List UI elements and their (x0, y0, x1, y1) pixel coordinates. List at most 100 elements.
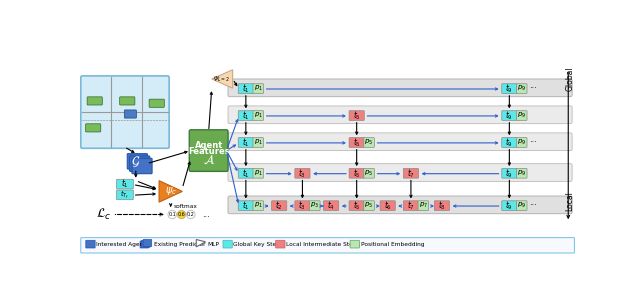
Polygon shape (212, 70, 233, 88)
Text: $t_1$: $t_1$ (121, 178, 129, 190)
Text: $t_1$: $t_1$ (242, 199, 250, 212)
FancyBboxPatch shape (253, 111, 264, 120)
Text: $p_5$: $p_5$ (365, 138, 374, 147)
Text: ···: ··· (529, 201, 538, 210)
FancyBboxPatch shape (349, 168, 364, 178)
FancyBboxPatch shape (149, 99, 164, 107)
FancyBboxPatch shape (364, 168, 374, 178)
FancyBboxPatch shape (228, 133, 572, 151)
FancyBboxPatch shape (516, 111, 527, 120)
FancyBboxPatch shape (253, 168, 264, 178)
FancyBboxPatch shape (516, 138, 527, 147)
FancyBboxPatch shape (310, 201, 320, 210)
FancyBboxPatch shape (418, 201, 429, 210)
Text: $t_4$: $t_4$ (327, 199, 335, 212)
FancyBboxPatch shape (228, 164, 572, 181)
FancyBboxPatch shape (238, 84, 253, 94)
FancyBboxPatch shape (81, 238, 575, 253)
FancyBboxPatch shape (238, 138, 253, 147)
Text: $p_3$: $p_3$ (310, 201, 319, 210)
FancyBboxPatch shape (253, 84, 264, 94)
FancyBboxPatch shape (502, 168, 517, 178)
Text: $\mathcal{A}$: $\mathcal{A}$ (203, 154, 215, 167)
FancyBboxPatch shape (87, 97, 102, 105)
Text: Global: Global (565, 67, 574, 91)
Text: 0.1: 0.1 (168, 212, 176, 217)
FancyBboxPatch shape (228, 196, 572, 214)
Text: Features: Features (188, 147, 230, 156)
Text: $t_5$: $t_5$ (353, 136, 360, 149)
Text: ...: ... (202, 210, 209, 219)
FancyBboxPatch shape (403, 201, 419, 210)
Text: $\psi_{L=2}$: $\psi_{L=2}$ (213, 74, 230, 84)
Text: $t_7$: $t_7$ (407, 167, 415, 180)
FancyBboxPatch shape (120, 97, 135, 105)
Text: 0.6: 0.6 (178, 212, 186, 217)
Text: $\psi_c$: $\psi_c$ (164, 185, 177, 197)
FancyBboxPatch shape (238, 201, 253, 210)
FancyBboxPatch shape (238, 111, 253, 120)
FancyBboxPatch shape (127, 154, 147, 169)
Text: $p_9$: $p_9$ (517, 138, 526, 147)
FancyBboxPatch shape (380, 201, 396, 210)
Text: ···: ··· (529, 84, 538, 93)
Circle shape (168, 210, 177, 219)
Text: 0.2: 0.2 (187, 212, 195, 217)
Text: $p_5$: $p_5$ (365, 201, 374, 210)
FancyBboxPatch shape (295, 201, 310, 210)
Text: ···: ··· (529, 138, 538, 147)
FancyBboxPatch shape (86, 240, 95, 248)
Text: $t_1$: $t_1$ (242, 82, 250, 95)
Text: $t_1$: $t_1$ (242, 109, 250, 122)
FancyBboxPatch shape (81, 76, 169, 148)
FancyBboxPatch shape (116, 179, 133, 189)
FancyBboxPatch shape (271, 201, 287, 210)
FancyBboxPatch shape (132, 158, 152, 174)
FancyBboxPatch shape (323, 201, 339, 210)
Text: $p_1$: $p_1$ (253, 111, 263, 120)
Text: $p_7$: $p_7$ (419, 201, 428, 210)
Text: softmax: softmax (173, 204, 197, 208)
Text: $t_5$: $t_5$ (353, 199, 360, 212)
Text: Local: Local (565, 191, 574, 210)
Text: $t_9$: $t_9$ (506, 136, 513, 149)
FancyBboxPatch shape (124, 110, 136, 118)
Text: $t_9$: $t_9$ (506, 167, 513, 180)
FancyBboxPatch shape (238, 168, 253, 178)
Text: $t_8$: $t_8$ (438, 199, 446, 212)
Text: $t_1$: $t_1$ (242, 167, 250, 180)
Text: $t_1$: $t_1$ (242, 136, 250, 149)
FancyBboxPatch shape (349, 201, 364, 210)
FancyBboxPatch shape (502, 111, 517, 120)
FancyBboxPatch shape (516, 201, 527, 210)
Text: $t_5$: $t_5$ (353, 109, 360, 122)
Polygon shape (159, 181, 182, 202)
Text: $t_9$: $t_9$ (506, 199, 513, 212)
FancyBboxPatch shape (349, 138, 364, 147)
FancyBboxPatch shape (276, 240, 285, 248)
FancyBboxPatch shape (253, 138, 264, 147)
Text: Global Key Steps: Global Key Steps (234, 242, 284, 247)
Text: $t_3$: $t_3$ (298, 167, 307, 180)
Text: $\mathcal{G}$: $\mathcal{G}$ (131, 155, 140, 169)
FancyBboxPatch shape (253, 201, 264, 210)
Text: $t_6$: $t_6$ (383, 199, 392, 212)
FancyBboxPatch shape (516, 168, 527, 178)
Circle shape (177, 210, 186, 219)
Text: $p_9$: $p_9$ (517, 201, 526, 210)
FancyBboxPatch shape (86, 124, 100, 132)
FancyBboxPatch shape (350, 240, 360, 248)
Text: $t_2$: $t_2$ (275, 199, 283, 212)
FancyBboxPatch shape (502, 138, 517, 147)
FancyBboxPatch shape (228, 79, 572, 97)
FancyBboxPatch shape (435, 201, 449, 210)
Circle shape (187, 210, 195, 219)
Text: MLP: MLP (207, 242, 219, 247)
Text: $t_7$: $t_7$ (407, 199, 415, 212)
FancyBboxPatch shape (228, 106, 572, 124)
FancyBboxPatch shape (143, 240, 152, 247)
Text: $p_1$: $p_1$ (253, 84, 263, 93)
Text: $t_3$: $t_3$ (298, 199, 307, 212)
FancyBboxPatch shape (129, 156, 150, 171)
FancyBboxPatch shape (364, 138, 374, 147)
